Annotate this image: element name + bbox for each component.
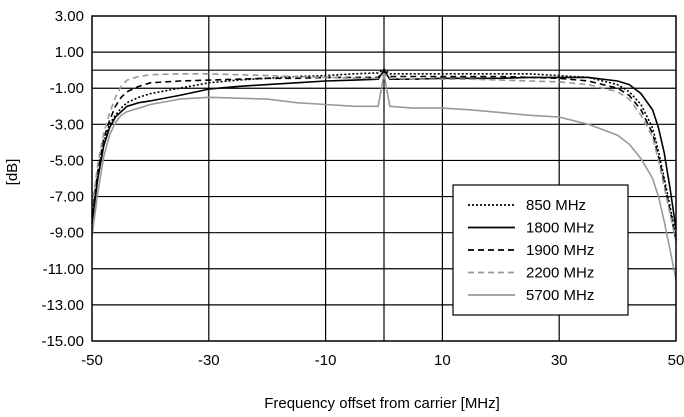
x-axis-tick-labels: -50 -30 -10 10 30 50: [81, 352, 684, 369]
x-tick-label: -30: [198, 352, 220, 369]
x-tick-label: 10: [434, 352, 451, 369]
series-line-1800-mhz: [91, 69, 677, 230]
y-tick-label: -13.00: [41, 297, 84, 314]
legend-label: 850 MHz: [526, 197, 586, 214]
y-axis-title: [dB]: [4, 159, 21, 186]
legend-label: 1900 MHz: [526, 242, 594, 259]
x-tick-label: -10: [315, 352, 337, 369]
y-tick-label: 1.00: [55, 44, 84, 61]
x-tick-label: 50: [668, 352, 684, 369]
legend-label: 5700 MHz: [526, 287, 594, 304]
y-tick-label: -11.00: [43, 261, 84, 278]
series-line-5700-mhz: [91, 73, 677, 280]
legend-label: 1800 MHz: [526, 220, 594, 237]
y-axis-tick-labels: 3.00 1.00 -1.00 -3.00 -5.00 -7.00 -9.00 -11.00 -…: [41, 8, 84, 350]
legend-box: [452, 184, 629, 316]
y-tick-label: -7.00: [50, 189, 84, 206]
x-tick-label: -50: [81, 352, 103, 369]
y-tick-label: -15.00: [41, 333, 84, 350]
y-tick-label: -1.00: [50, 80, 84, 97]
legend: 850 MHz 1800 MHz 1900 MHz 2200 MHz 5700 MHz: [452, 184, 629, 316]
series-line-2200-mhz: [91, 73, 677, 242]
y-tick-label: 3.00: [55, 8, 84, 25]
y-tick-label: -5.00: [50, 152, 84, 169]
x-tick-label: 30: [551, 352, 568, 369]
series-line-850-mhz: [91, 68, 677, 237]
y-tick-label: -9.00: [50, 225, 84, 242]
legend-label: 2200 MHz: [526, 265, 594, 282]
x-axis-title: Frequency offset from carrier [MHz]: [264, 395, 500, 412]
y-tick-label: -3.00: [50, 116, 84, 133]
series-line-1900-mhz: [91, 70, 677, 241]
series-lines: [91, 68, 677, 280]
plot-area-border: [91, 15, 677, 342]
